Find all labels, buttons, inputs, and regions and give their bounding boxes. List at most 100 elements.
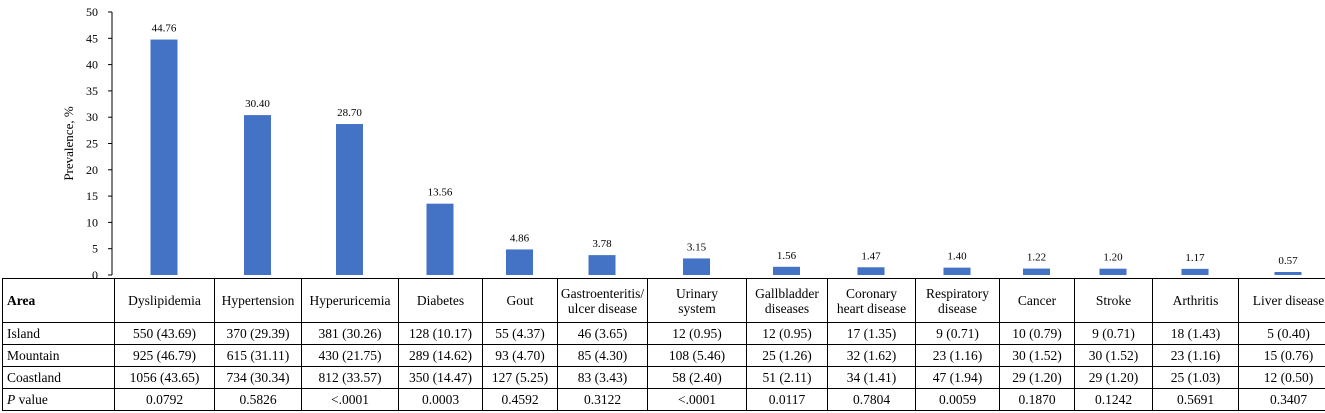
column-header: Respiratory disease — [915, 278, 1000, 323]
table-cell: 615 (31.11) — [214, 344, 302, 367]
bar-value-label: 1.56 — [777, 250, 797, 262]
bar — [773, 266, 800, 275]
table-cell: 9 (0.71) — [915, 322, 1000, 345]
table-row: Island 550 (43.69) 370 (29.39) 381 (30.26) 1… — [2, 322, 1325, 345]
table-cell: 1056 (43.65) — [114, 366, 215, 389]
y-tick-label: 35 — [86, 84, 98, 98]
bar-value-label: 44.76 — [152, 23, 177, 35]
table-cell: 370 (29.39) — [214, 322, 302, 345]
column-header: Urinary system — [647, 278, 747, 323]
prevalence-bar-chart: 0 5 10 15 20 25 30 35 40 45 50 Prevalence, % 44.76 30… — [61, 5, 1302, 280]
table-cell: 30 (1.52) — [1074, 344, 1153, 367]
bar — [244, 115, 271, 275]
column-header-line: diseases — [764, 300, 810, 316]
y-tick-label: 45 — [86, 31, 98, 45]
bar — [150, 39, 178, 275]
table-cell: 83 (3.43) — [557, 366, 648, 389]
column-header-line: Dyslipidemia — [128, 293, 201, 308]
bar-value-label: 3.15 — [687, 241, 707, 253]
row-label: P value — [2, 388, 115, 411]
column-header: Hypertension — [214, 278, 302, 323]
table-cell: 58 (2.40) — [647, 366, 747, 389]
table-cell: 25 (1.26) — [746, 344, 828, 367]
column-header-line: ulcer disease — [567, 300, 638, 316]
p-value-cell: 0.5691 — [1152, 388, 1239, 411]
y-tick-label: 30 — [86, 110, 98, 124]
table-cell: 12 (0.95) — [647, 322, 747, 345]
p-value-cell: 0.0117 — [746, 388, 828, 411]
column-header-line: Gastroenteritis/ — [560, 285, 645, 301]
bar — [857, 267, 885, 275]
table-cell: 430 (21.75) — [301, 344, 399, 367]
table-cell: 12 (0.95) — [746, 322, 828, 345]
column-header: Arthritis — [1152, 278, 1239, 323]
column-header: Gout — [482, 278, 558, 323]
table-cell: 812 (33.57) — [301, 366, 399, 389]
column-header-line: Gallbladder — [755, 285, 819, 301]
table-cell: 18 (1.43) — [1152, 322, 1239, 345]
column-header-line: Liver disease — [1252, 293, 1325, 308]
bar-value-label: 0.57 — [1278, 255, 1298, 267]
table-cell: 30 (1.52) — [999, 344, 1075, 367]
bar — [588, 255, 616, 275]
y-tick-label: 10 — [86, 215, 98, 229]
column-header: Hyperuricemia — [301, 278, 399, 323]
area-header: Area — [2, 278, 115, 323]
table-cell: 55 (4.37) — [482, 322, 558, 345]
bar-value-label: 1.40 — [947, 251, 967, 263]
y-tick-label: 25 — [86, 137, 98, 151]
p-value-cell: 0.0059 — [915, 388, 1000, 411]
table-cell: 46 (3.65) — [557, 322, 648, 345]
p-value-cell: 0.7804 — [827, 388, 916, 411]
column-header-line: Hyperuricemia — [309, 293, 391, 308]
y-tick-label: 50 — [86, 5, 98, 19]
table-cell: 25 (1.03) — [1152, 366, 1239, 389]
p-value-cell: 0.0003 — [398, 388, 483, 411]
bar-value-label: 4.86 — [510, 232, 530, 244]
bar — [426, 203, 454, 275]
column-header: Stroke — [1074, 278, 1153, 323]
table-cell: 9 (0.71) — [1074, 322, 1153, 345]
table-row: Coastland 1056 (43.65) 734 (30.34) 812 (33.… — [2, 366, 1325, 389]
p-value-row: P value 0.0792 0.5826 <.0001 0.0003 0.4592 0.3… — [2, 388, 1325, 411]
column-header-line: heart disease — [836, 300, 907, 316]
bar-value-label: 1.22 — [1027, 252, 1046, 264]
column-header-line: system — [678, 300, 716, 316]
y-tick-label: 5 — [92, 242, 98, 256]
bar — [336, 124, 363, 276]
p-value-label: value — [15, 392, 48, 407]
column-header: Dyslipidemia — [114, 278, 215, 323]
column-header: Cancer — [999, 278, 1075, 323]
p-value-cell: 0.1870 — [999, 388, 1075, 411]
table-cell: 23 (1.16) — [1152, 344, 1239, 367]
table-cell: 15 (0.76) — [1238, 344, 1325, 367]
bar — [683, 258, 710, 275]
table-cell: 550 (43.69) — [114, 322, 215, 345]
bar — [506, 249, 533, 275]
table-cell: 350 (14.47) — [398, 366, 483, 389]
table-cell: 47 (1.94) — [915, 366, 1000, 389]
row-label: Mountain — [2, 344, 115, 367]
column-header: Gallbladder diseases — [746, 278, 828, 323]
table-row: Mountain 925 (46.79) 615 (31.11) 430 (21.75… — [2, 344, 1325, 367]
bar-value-label: 28.70 — [337, 107, 362, 119]
table-cell: 85 (4.30) — [557, 344, 648, 367]
bar — [1099, 268, 1127, 275]
p-value-cell: 0.0792 — [114, 388, 215, 411]
table-cell: 23 (1.16) — [915, 344, 1000, 367]
p-value-cell: 0.3407 — [1238, 388, 1325, 411]
bar — [1274, 272, 1302, 275]
table-cell: 12 (0.50) — [1238, 366, 1325, 389]
table-cell: 29 (1.20) — [999, 366, 1075, 389]
column-header-line: Urinary — [676, 285, 718, 301]
column-header-line: Cancer — [1017, 293, 1057, 308]
table-cell: 93 (4.70) — [482, 344, 558, 367]
table-cell: 128 (10.17) — [398, 322, 483, 345]
table-cell: 17 (1.35) — [827, 322, 916, 345]
column-header-line: Stroke — [1095, 293, 1132, 308]
table-header-row: Area Dyslipidemia Hypertension Hyperuricem… — [2, 278, 1325, 323]
table-cell: 29 (1.20) — [1074, 366, 1153, 389]
y-tick-label: 40 — [86, 58, 98, 72]
column-header-line: Hypertension — [221, 293, 295, 308]
bar — [943, 267, 971, 275]
